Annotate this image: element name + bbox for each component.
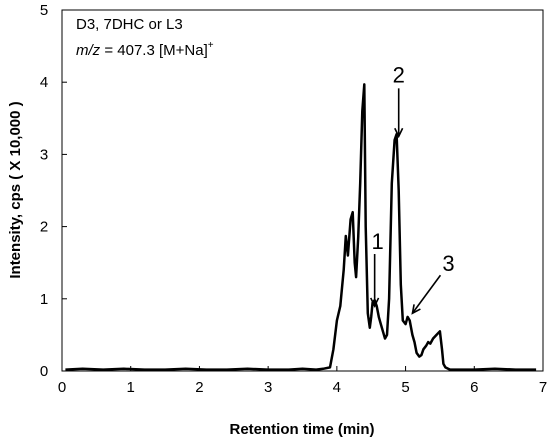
x-tick-label: 4 xyxy=(333,379,341,396)
peak-3-arrow-head xyxy=(411,304,421,315)
legend-line-1: D3, 7DHC or L3 xyxy=(76,16,183,33)
peak-2-arrow-head xyxy=(394,127,404,139)
y-tick-label: 1 xyxy=(40,291,48,308)
x-tick-label: 5 xyxy=(401,379,409,396)
x-tick-label: 3 xyxy=(264,379,272,396)
legend-line-2: m/z = 407.3 [M+Na]+ xyxy=(76,40,214,59)
peak-3-arrow-shaft xyxy=(411,274,442,314)
peak-annotations: 1 2 3 xyxy=(370,62,455,315)
legend-mz-sup: + xyxy=(208,40,214,51)
y-tick-label: 2 xyxy=(40,219,48,236)
x-axis-ticks: 0 1 2 3 4 5 6 7 xyxy=(58,366,547,396)
y-tick-label: 5 xyxy=(40,2,48,19)
x-tick-label: 1 xyxy=(127,379,135,396)
plot-area xyxy=(61,9,544,372)
peak-1-label: 1 xyxy=(372,229,384,254)
y-tick-label: 4 xyxy=(40,74,48,91)
y-axis-ticks: 0 1 2 3 4 5 xyxy=(40,2,67,380)
peak-3-label: 3 xyxy=(442,251,454,276)
y-tick-label: 0 xyxy=(40,363,48,380)
x-tick-label: 0 xyxy=(58,379,66,396)
y-axis-title: Intensity, cps ( X 10,000 ) xyxy=(7,101,24,278)
x-tick-label: 7 xyxy=(539,379,547,396)
x-tick-label: 2 xyxy=(195,379,203,396)
peak-1-arrow-head xyxy=(370,297,380,308)
x-tick-label: 6 xyxy=(470,379,478,396)
x-axis-title: Retention time (min) xyxy=(230,421,375,438)
chromatogram-line xyxy=(65,83,537,371)
legend-mz-italic: m/z xyxy=(76,42,101,59)
y-tick-label: 3 xyxy=(40,146,48,163)
legend-mz-value: = 407.3 [M+Na] xyxy=(100,42,208,59)
peak-2-label: 2 xyxy=(393,62,405,87)
